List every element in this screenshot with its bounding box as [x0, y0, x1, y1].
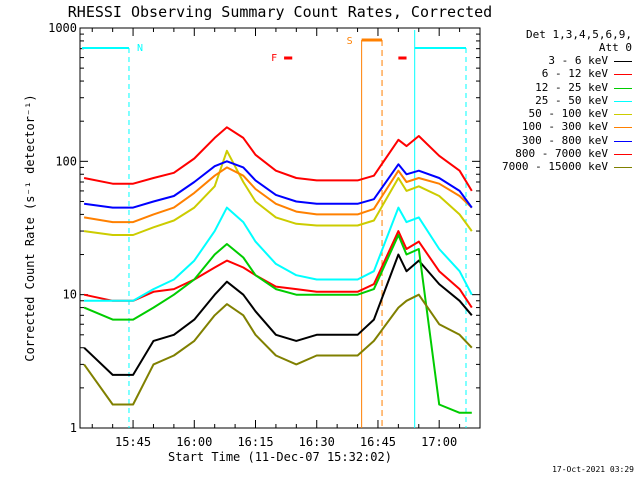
saa-label: S — [347, 36, 353, 47]
legend-entry: 300 - 800 keV — [470, 134, 636, 147]
legend-label: 3 - 6 keV — [548, 54, 608, 67]
series-line-7 — [83, 126, 473, 192]
legend-swatch — [614, 74, 632, 76]
legend-swatch — [614, 87, 632, 89]
y-tick-label: 100 — [55, 154, 77, 168]
legend-entry: 25 - 50 keV — [470, 94, 636, 107]
legend-entry: 12 - 25 keV — [470, 81, 636, 94]
series-line-4 — [83, 149, 473, 236]
legend-header-line2: Att 0 — [598, 41, 632, 54]
legend-label: 6 - 12 keV — [541, 67, 608, 81]
legend-header-line1: Det 1,3,4,5,6,9, — [526, 28, 632, 41]
legend-swatch — [614, 114, 632, 116]
series-line-3 — [84, 206, 473, 302]
legend-entry: 6 - 12 keV — [470, 67, 636, 80]
legend-label: 100 - 300 keV — [521, 120, 608, 134]
plot-frame — [79, 27, 481, 429]
legend-swatch — [614, 140, 632, 142]
legend-entry: 50 - 100 keV — [470, 107, 636, 120]
y-tick-label: 1 — [70, 421, 77, 435]
x-axis-label: Start Time (11-Dec-07 15:32:02) — [168, 450, 392, 464]
legend-label: 7000 - 15000 keV — [502, 160, 608, 174]
legend: Det 1,3,4,5,6,9, Att 0 3 - 6 keV 6 - 12 k… — [470, 28, 636, 174]
legend-swatch — [614, 100, 632, 102]
y-axis-label: Corrected Count Rate (s⁻¹ detector⁻¹) — [23, 94, 37, 361]
flare-label: F — [271, 53, 277, 64]
y-tick-label: 1000 — [48, 21, 77, 35]
legend-label: 50 - 100 keV — [528, 107, 608, 121]
x-tick-label: 16:30 — [299, 435, 335, 449]
series-line-2 — [83, 234, 472, 414]
legend-swatch — [614, 154, 632, 156]
x-tick-label: 16:00 — [176, 435, 212, 449]
legend-entry: 800 - 7000 keV — [470, 147, 636, 160]
series-line-8 — [83, 293, 473, 406]
legend-entry: 7000 - 15000 keV — [470, 160, 636, 173]
legend-label: 25 - 50 keV — [535, 93, 608, 107]
series-line-1 — [83, 230, 473, 309]
legend-label: 800 - 7000 keV — [515, 147, 608, 161]
x-tick-label: 15:45 — [115, 435, 151, 449]
x-tick-label: 17:00 — [421, 435, 457, 449]
legend-label: 300 - 800 keV — [521, 133, 608, 147]
series-line-5 — [83, 166, 473, 224]
legend-entry: 100 - 300 keV — [470, 120, 636, 133]
x-tick-label: 16:45 — [360, 435, 396, 449]
chart-title: RHESSI Observing Summary Count Rates, Co… — [68, 3, 492, 21]
legend-swatch — [614, 61, 632, 62]
timestamp: 17-Oct-2021 03:29 — [552, 465, 634, 474]
series-line-0 — [83, 253, 473, 376]
x-tick-label: 16:15 — [237, 435, 273, 449]
legend-entry: 3 - 6 keV — [470, 54, 636, 67]
legend-rows: 3 - 6 keV 6 - 12 keV 12 - 25 keV 25 - 50 ke… — [470, 54, 636, 174]
legend-swatch — [614, 127, 632, 129]
night-label: N — [137, 43, 143, 54]
series-line-6 — [83, 160, 473, 209]
y-tick-label: 10 — [63, 288, 77, 302]
legend-label: 12 - 25 keV — [535, 80, 608, 94]
legend-swatch — [614, 167, 632, 169]
